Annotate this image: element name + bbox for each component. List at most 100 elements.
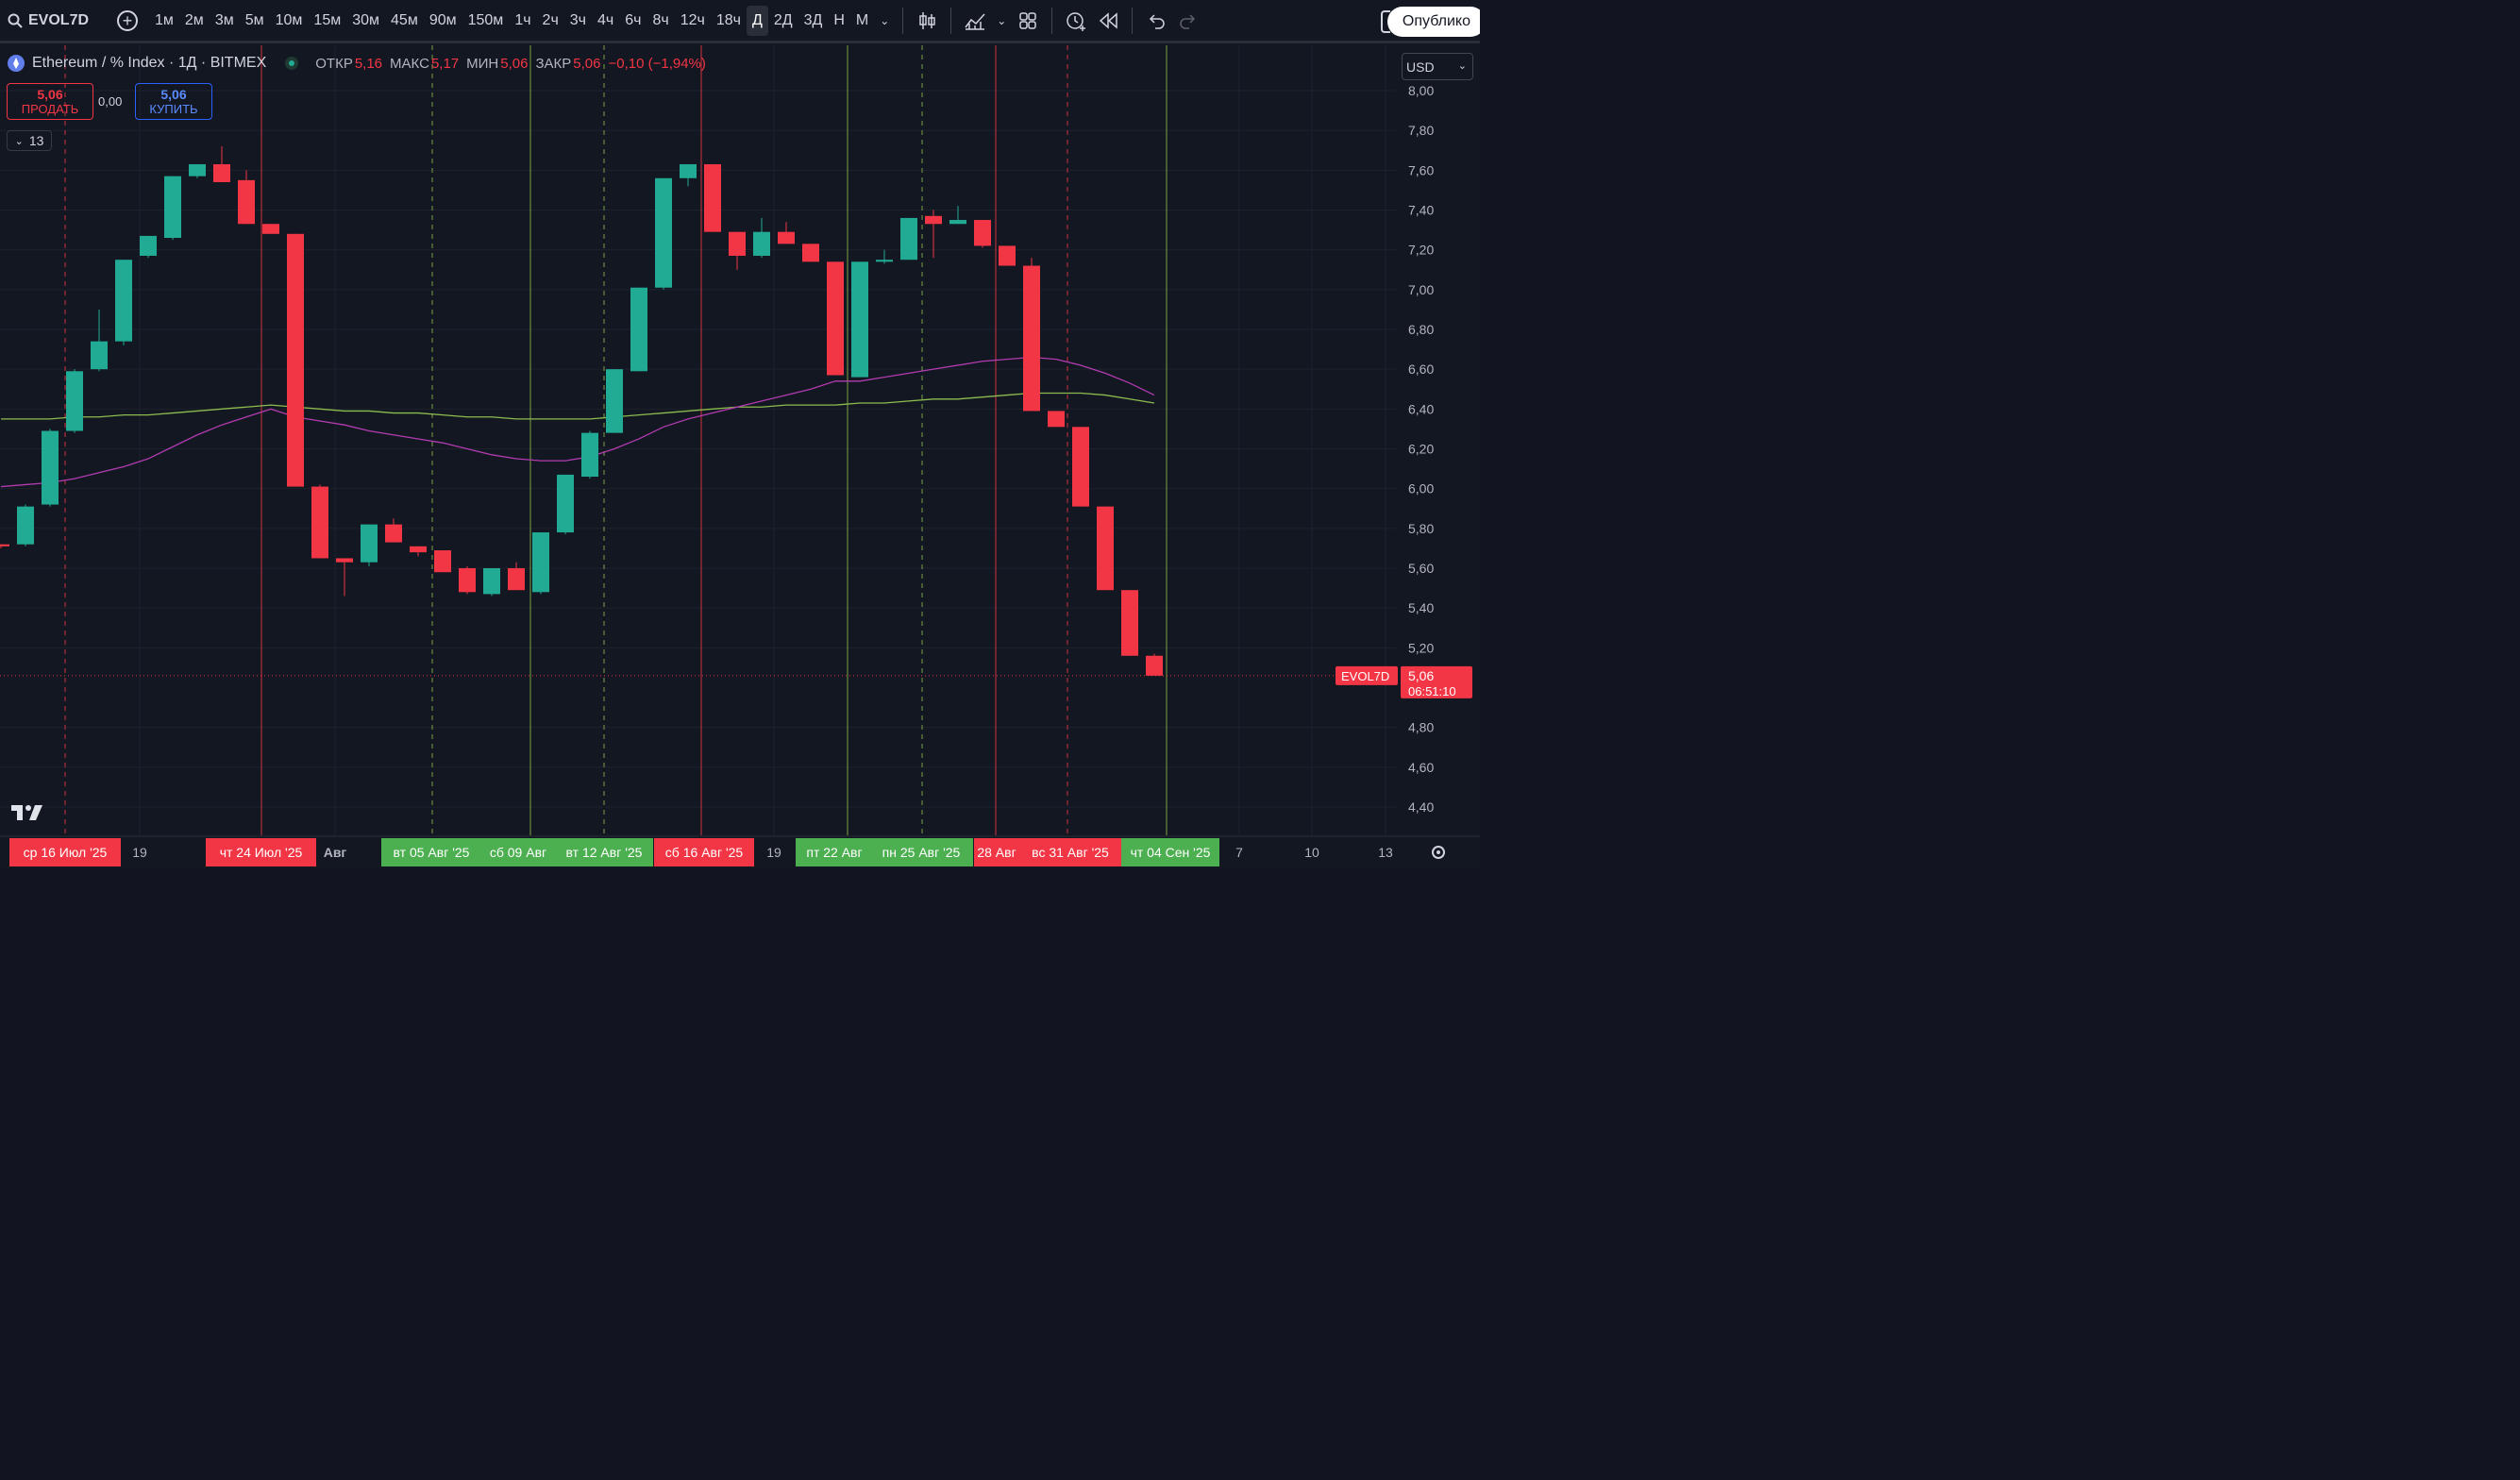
candle-body[interactable]: [483, 568, 500, 595]
price-badge-countdown: 06:51:10: [1408, 684, 1456, 698]
date-badge: [555, 838, 653, 866]
candle-body[interactable]: [42, 430, 59, 505]
currency-value: USD: [1406, 59, 1435, 75]
candle-body[interactable]: [704, 164, 721, 232]
interval-button-3[interactable]: 5м: [244, 11, 264, 28]
interval-button-17[interactable]: 18ч: [715, 11, 741, 28]
undo-icon[interactable]: [1142, 7, 1170, 35]
interval-button-15[interactable]: 8ч: [652, 11, 669, 28]
candle-body[interactable]: [1072, 427, 1089, 507]
candle-body[interactable]: [827, 261, 844, 376]
interval-button-0[interactable]: 1м: [155, 11, 174, 28]
candle-body[interactable]: [581, 432, 598, 478]
candle-body[interactable]: [900, 217, 917, 261]
candle-body[interactable]: [189, 164, 206, 177]
candle-body[interactable]: [1023, 265, 1040, 412]
symbol-search-button[interactable]: EVOL7D: [0, 12, 111, 29]
candle-body[interactable]: [91, 341, 108, 370]
candle-body[interactable]: [630, 287, 647, 372]
candle-body[interactable]: [655, 177, 672, 288]
candle-body[interactable]: [729, 231, 746, 256]
interval-button-2[interactable]: 3м: [214, 11, 234, 28]
candle-body[interactable]: [410, 546, 427, 553]
compare-add-icon[interactable]: +: [117, 9, 138, 31]
legend-title[interactable]: Ethereum / % Index · 1Д · BITMEX: [32, 55, 267, 71]
candle-body[interactable]: [1121, 590, 1138, 656]
interval-button-18[interactable]: Д: [747, 5, 768, 36]
chevron-down-icon[interactable]: ⌄: [997, 13, 1007, 27]
indicators-collapse-button[interactable]: ⌄ 13: [7, 130, 52, 151]
candle-body[interactable]: [361, 524, 378, 563]
chevron-down-icon[interactable]: ⌄: [880, 13, 890, 27]
candle-body[interactable]: [557, 474, 574, 533]
candle-body[interactable]: [287, 233, 304, 487]
interval-button-12[interactable]: 3ч: [569, 11, 587, 28]
buy-label: КУПИТЬ: [149, 101, 198, 116]
buy-button[interactable]: 5,06 КУПИТЬ: [135, 83, 212, 120]
indicators-count: 13: [28, 133, 44, 148]
interval-button-10[interactable]: 1ч: [514, 11, 531, 28]
redo-icon[interactable]: [1174, 7, 1202, 35]
candle-body[interactable]: [802, 244, 819, 262]
interval-button-21[interactable]: Н: [833, 11, 845, 28]
interval-button-13[interactable]: 4ч: [597, 11, 614, 28]
price-axis[interactable]: [1396, 43, 1480, 836]
interval-button-7[interactable]: 45м: [391, 11, 418, 28]
replay-icon[interactable]: [1094, 7, 1122, 35]
layout-grid-icon[interactable]: [1014, 7, 1042, 35]
market-status-icon[interactable]: [285, 57, 299, 70]
alert-clock-icon[interactable]: [1062, 7, 1090, 35]
candle-body[interactable]: [17, 506, 34, 545]
indicators-icon[interactable]: [961, 7, 989, 35]
candle-body[interactable]: [115, 260, 132, 342]
candle-body[interactable]: [262, 224, 279, 234]
candle-body[interactable]: [336, 558, 353, 563]
candle-body[interactable]: [925, 215, 942, 225]
candle-body[interactable]: [140, 235, 157, 256]
candle-body[interactable]: [213, 164, 230, 182]
publish-button[interactable]: Опублико: [1386, 7, 1480, 37]
interval-button-22[interactable]: М: [855, 11, 869, 28]
candle-body[interactable]: [1048, 411, 1065, 428]
interval-button-11[interactable]: 2ч: [542, 11, 559, 28]
candle-body[interactable]: [238, 179, 255, 225]
candles-icon[interactable]: [913, 7, 941, 35]
interval-button-1[interactable]: 2м: [184, 11, 204, 28]
tradingview-logo-icon[interactable]: [9, 801, 45, 822]
currency-select[interactable]: USD ⌄: [1402, 53, 1473, 80]
price-tick-label: 4,60: [1408, 760, 1434, 775]
candle-body[interactable]: [778, 231, 795, 244]
spread-value: 0,00: [98, 94, 123, 109]
candle-body[interactable]: [164, 176, 181, 239]
candle-body[interactable]: [66, 371, 83, 431]
candle-body[interactable]: [949, 220, 966, 225]
candle-body[interactable]: [974, 220, 991, 246]
candle-body[interactable]: [1146, 655, 1163, 676]
candle-body[interactable]: [508, 568, 525, 591]
settings-gear-icon[interactable]: [1432, 846, 1445, 859]
interval-button-4[interactable]: 10м: [275, 11, 303, 28]
interval-button-8[interactable]: 90м: [428, 11, 457, 28]
candle-body[interactable]: [532, 532, 549, 593]
candle-body[interactable]: [1097, 506, 1114, 591]
candle-body[interactable]: [385, 524, 402, 543]
candle-body[interactable]: [606, 369, 623, 433]
interval-button-9[interactable]: 150м: [467, 11, 504, 28]
candle-body[interactable]: [680, 164, 697, 178]
candle-body[interactable]: [434, 550, 451, 573]
candle-body[interactable]: [999, 245, 1016, 266]
candle-body[interactable]: [876, 260, 893, 262]
candle-body[interactable]: [851, 261, 868, 378]
price-chart[interactable]: 8,00 7,80 7,60 7,40 7,20 7,00 6,80 6,60 6,40 6,20…: [0, 0, 1480, 869]
interval-button-20[interactable]: 3Д: [803, 11, 823, 28]
interval-button-19[interactable]: 2Д: [773, 11, 793, 28]
candle-body[interactable]: [753, 231, 770, 256]
interval-button-16[interactable]: 12ч: [680, 11, 705, 28]
interval-button-5[interactable]: 15м: [313, 11, 342, 28]
candle-body[interactable]: [311, 486, 328, 559]
candle-body[interactable]: [459, 568, 476, 593]
interval-button-14[interactable]: 6ч: [625, 11, 642, 28]
sell-button[interactable]: 5,06 ПРОДАТЬ: [7, 83, 93, 120]
interval-button-6[interactable]: 30м: [352, 11, 380, 28]
candle-body[interactable]: [0, 544, 9, 547]
